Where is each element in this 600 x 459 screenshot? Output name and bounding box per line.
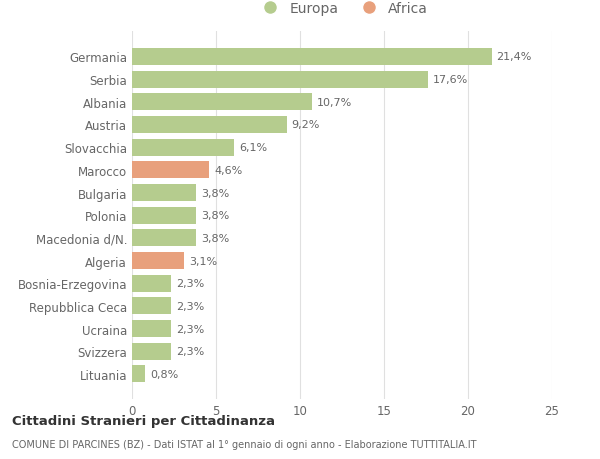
Text: 10,7%: 10,7% [317, 98, 352, 107]
Text: COMUNE DI PARCINES (BZ) - Dati ISTAT al 1° gennaio di ogni anno - Elaborazione T: COMUNE DI PARCINES (BZ) - Dati ISTAT al … [12, 440, 476, 449]
Text: 21,4%: 21,4% [497, 52, 532, 62]
Text: 3,8%: 3,8% [201, 233, 229, 243]
Text: 2,3%: 2,3% [176, 347, 204, 357]
Bar [132, 366, 145, 383]
Text: 4,6%: 4,6% [214, 166, 242, 175]
Bar [132, 49, 491, 66]
Bar [132, 320, 170, 337]
Legend: Europa, Africa: Europa, Africa [250, 0, 434, 22]
Bar [132, 230, 196, 247]
Text: 2,3%: 2,3% [176, 279, 204, 289]
Bar [132, 94, 312, 111]
Bar [132, 140, 235, 157]
Text: 2,3%: 2,3% [176, 301, 204, 311]
Text: 17,6%: 17,6% [433, 75, 468, 85]
Text: 6,1%: 6,1% [239, 143, 268, 153]
Bar [132, 117, 287, 134]
Text: 3,8%: 3,8% [201, 211, 229, 221]
Bar [132, 343, 170, 360]
Bar [132, 252, 184, 269]
Text: 0,8%: 0,8% [151, 369, 179, 379]
Text: 3,8%: 3,8% [201, 188, 229, 198]
Bar [132, 275, 170, 292]
Bar [132, 207, 196, 224]
Bar [132, 185, 196, 202]
Text: Cittadini Stranieri per Cittadinanza: Cittadini Stranieri per Cittadinanza [12, 414, 275, 428]
Text: 2,3%: 2,3% [176, 324, 204, 334]
Bar [132, 162, 209, 179]
Bar [132, 298, 170, 315]
Text: 9,2%: 9,2% [292, 120, 320, 130]
Bar [132, 72, 428, 89]
Text: 3,1%: 3,1% [189, 256, 217, 266]
